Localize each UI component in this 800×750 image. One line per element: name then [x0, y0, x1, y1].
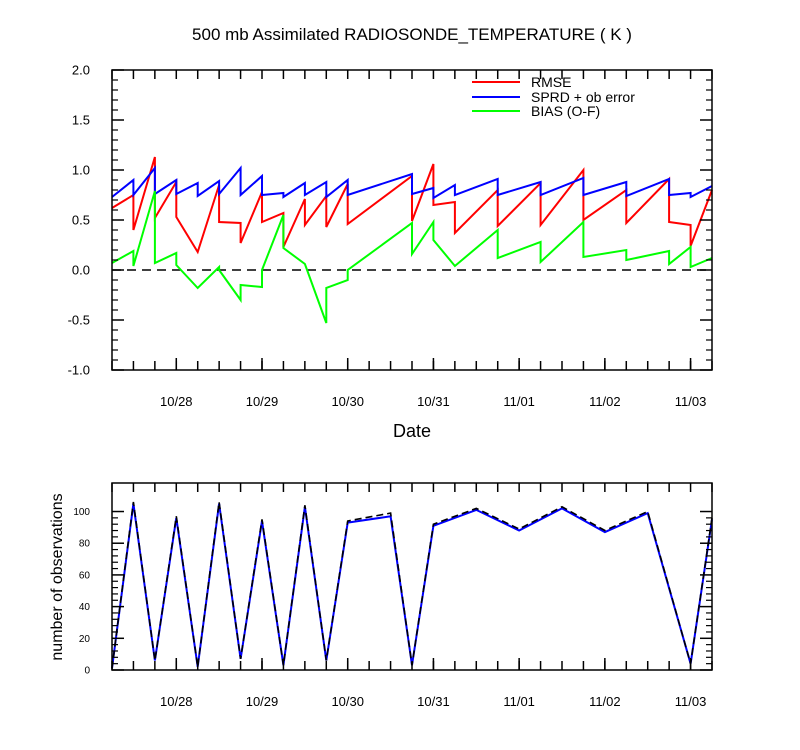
bottom-y-tick-label: 0 — [84, 666, 90, 677]
bottom-x-tick-label: 10/28 — [160, 694, 193, 709]
bottom-x-tick-label: 11/02 — [589, 694, 621, 709]
bottom-y-tick-label: 100 — [73, 507, 90, 518]
legend-label-sprd: SPRD + ob error — [531, 89, 635, 105]
bottom-x-tick-label: 10/31 — [417, 694, 450, 709]
bottom-plot-frame — [111, 482, 713, 671]
top-y-tick-label: 2.0 — [72, 63, 90, 78]
bottom-y-tick-label: 40 — [79, 602, 91, 613]
bottom-x-tick-label: 11/03 — [675, 694, 707, 709]
top-x-tick-label: 11/02 — [589, 394, 621, 409]
top-x-tick-label: 10/30 — [331, 394, 364, 409]
top-y-tick-label: -0.5 — [68, 313, 90, 328]
bottom-y-tick-label: 80 — [79, 539, 91, 550]
top-y-tick-label: 0.5 — [72, 213, 90, 228]
bottom-x-tick-label: 10/30 — [331, 694, 364, 709]
bottom-y-axis-label: number of observations — [49, 493, 66, 660]
legend-label-rmse: RMSE — [531, 74, 571, 90]
bottom-series-possible — [111, 501, 713, 669]
top-x-tick-label: 11/01 — [503, 394, 535, 409]
bottom-series-assimilated — [111, 503, 713, 669]
legend: RMSE SPRD + ob error BIAS (O-F) — [472, 74, 635, 119]
top-x-axis-label: Date — [393, 421, 431, 441]
top-x-tick-label: 10/31 — [417, 394, 450, 409]
top-y-tick-label: 1.5 — [72, 113, 90, 128]
top-x-tick-label: 11/03 — [675, 394, 707, 409]
top-series-bias-o-f — [111, 190, 713, 324]
top-y-tick-label: -1.0 — [68, 363, 90, 378]
bottom-x-tick-label: 10/29 — [246, 694, 279, 709]
top-x-tick-label: 10/29 — [246, 394, 279, 409]
bottom-x-tick-label: 11/01 — [503, 694, 535, 709]
top-y-tick-label: 1.0 — [72, 163, 90, 178]
top-series-sprd-ob-error — [111, 165, 713, 200]
top-x-tick-label: 10/28 — [160, 394, 193, 409]
bottom-y-tick-label: 20 — [79, 634, 91, 645]
legend-label-bias: BIAS (O-F) — [531, 103, 600, 119]
top-y-tick-label: 0.0 — [72, 263, 90, 278]
bottom-y-tick-label: 60 — [79, 570, 91, 581]
top-chart-title: 500 mb Assimilated RADIOSONDE_TEMPERATUR… — [192, 25, 632, 44]
